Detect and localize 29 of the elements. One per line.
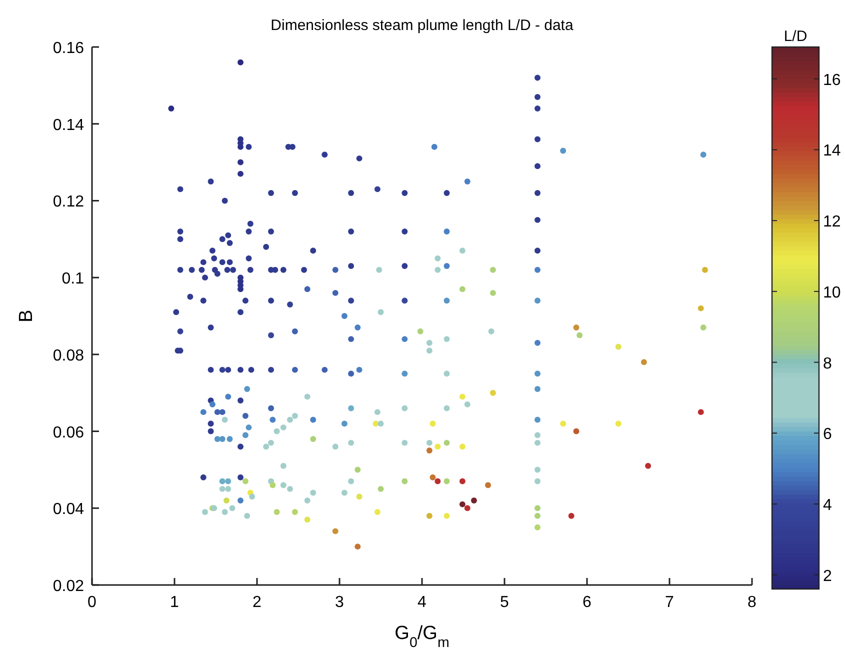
color-bar-label: 6 (823, 426, 832, 444)
x-tick-label: 7 (665, 594, 674, 611)
color-bar-label: 4 (823, 496, 832, 514)
chart-title: Dimensionless steam plume length L/D - data (270, 17, 574, 34)
x-tick-label: 6 (582, 594, 592, 611)
y-axis-title: B (16, 310, 37, 322)
y-tick-label: 0.1 (62, 270, 84, 288)
x-tick-label: 0 (88, 594, 97, 611)
y-tick-label: 0.02 (52, 578, 84, 595)
color-bar-label: 2 (823, 568, 832, 585)
y-tick-label: 0.08 (52, 347, 84, 364)
color-bar-label: 16 (823, 72, 841, 89)
color-bar-title: L/D (784, 28, 808, 45)
color-bar-label: 14 (823, 142, 841, 160)
x-tick-label: 5 (500, 594, 510, 611)
x-tick-label: 1 (170, 594, 180, 611)
color-bar-label: 8 (823, 355, 832, 372)
y-tick-label: 0.04 (52, 501, 84, 518)
y-tick-label: 0.16 (52, 40, 84, 57)
color-bar-label: 10 (823, 284, 841, 302)
y-tick-label: 0.12 (52, 194, 84, 211)
x-tick-label: 3 (335, 594, 344, 611)
y-tick-label: 0.06 (52, 424, 84, 442)
color-bar-label: 12 (823, 214, 841, 231)
x-tick-label: 2 (252, 594, 262, 611)
y-tick-label: 0.14 (52, 116, 84, 134)
x-tick-label: 4 (418, 594, 427, 611)
x-axis-title: G$_{0}$/G$_{m}$ (394, 623, 450, 651)
x-tick-label: 8 (748, 594, 757, 611)
